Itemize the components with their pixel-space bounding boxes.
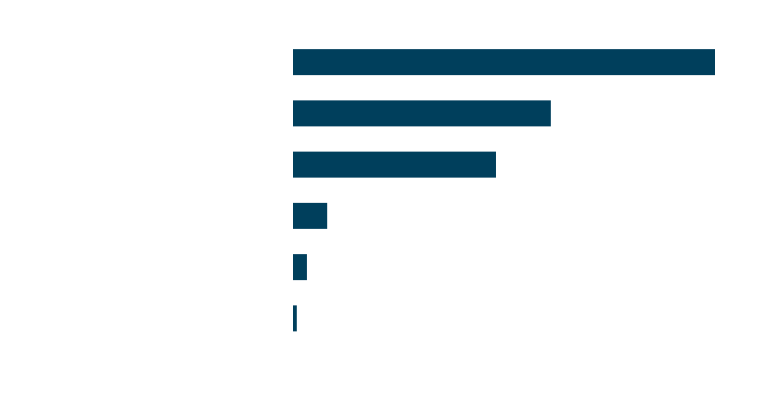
bar — [293, 100, 551, 127]
bar — [293, 305, 297, 332]
bar — [293, 254, 307, 281]
bar — [293, 151, 496, 178]
bar — [293, 202, 328, 229]
bar — [293, 49, 715, 76]
